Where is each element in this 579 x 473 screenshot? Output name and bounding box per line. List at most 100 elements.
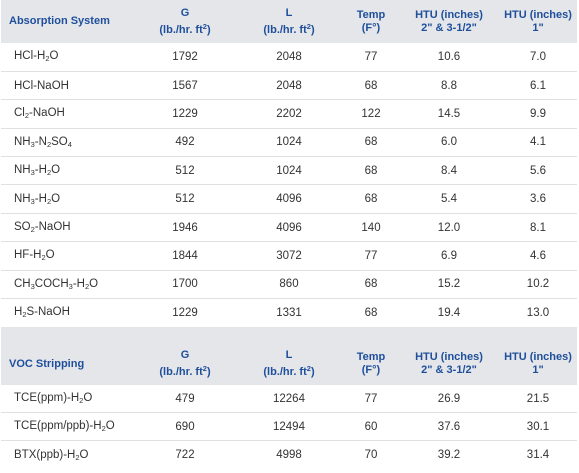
cell-system: TCE(ppm/ppb)-H2O bbox=[1, 412, 135, 442]
cell-l: 12494 bbox=[235, 412, 343, 442]
cell-htu1: 6.0 bbox=[399, 128, 499, 158]
cell-l: 2048 bbox=[235, 71, 343, 101]
table-row: NH3-H2O 512 4096 68 5.4 3.6 bbox=[1, 184, 577, 214]
cell-g: 512 bbox=[135, 156, 235, 186]
cell-system: BTX(ppb)-H2O bbox=[14, 448, 89, 462]
voc-stripping-table: VOC Stripping G (lb./hr. ft2) L (lb./hr. f… bbox=[1, 343, 577, 469]
cell-system: HF-H2O bbox=[1, 241, 135, 271]
cell-htu2: 30.1 bbox=[499, 412, 577, 442]
cell-temp: 122 bbox=[343, 99, 399, 129]
cell-system: TCE(ppm)-H2O bbox=[1, 384, 135, 414]
cell-l: 4998 bbox=[276, 449, 302, 462]
cell-g: 479 bbox=[135, 384, 235, 414]
cell-l: 1024 bbox=[235, 156, 343, 186]
table-row: HCl-NaOH 1567 2048 68 8.8 6.1 bbox=[1, 71, 577, 101]
cell-g: 690 bbox=[135, 412, 235, 442]
cell-g: 1700 bbox=[135, 270, 235, 300]
cell-system: NH3-H2O bbox=[1, 184, 135, 214]
header-g: G (lb./hr. ft2) bbox=[135, 343, 235, 385]
cell-htu1: 14.5 bbox=[399, 99, 499, 129]
cell-htu2: 10.2 bbox=[499, 270, 577, 300]
absorption-table: Absorption System G (lb./hr. ft2) L (lb./h… bbox=[1, 0, 577, 327]
cell-temp: 77 bbox=[343, 384, 399, 414]
cell-htu1: 8.4 bbox=[399, 156, 499, 186]
header-l: L (lb./hr. ft2) bbox=[235, 0, 343, 43]
absorption-header-row: Absorption System G (lb./hr. ft2) L (lb./h… bbox=[1, 0, 577, 43]
table-row: NH3-N2SO4 492 1024 68 6.0 4.1 bbox=[1, 128, 577, 158]
cell-htu2: 4.6 bbox=[499, 241, 577, 271]
cell-l: 1024 bbox=[235, 128, 343, 158]
cell-g: 1567 bbox=[135, 71, 235, 101]
header-system: Absorption System bbox=[1, 0, 135, 43]
cell-temp: 68 bbox=[343, 128, 399, 158]
table-row: BTX(ppb)-H2O 722 4998 70 39.2 31.4 bbox=[1, 441, 577, 469]
cell-g: 722 bbox=[175, 449, 195, 462]
cell-htu1: 37.6 bbox=[399, 412, 499, 442]
cell-htu1: 15.2 bbox=[399, 270, 499, 300]
cell-htu2: 3.6 bbox=[499, 184, 577, 214]
cell-htu1: 6.9 bbox=[399, 241, 499, 271]
cell-system: NH3-N2SO4 bbox=[1, 128, 135, 158]
cell-htu2: 21.5 bbox=[499, 384, 577, 414]
cell-system: HCl-H2O bbox=[1, 43, 135, 72]
absorption-table-body: HCl-H2O 1792 2048 77 10.6 7.0 HCl-NaOH 1567 2048… bbox=[1, 43, 577, 327]
cell-system: SO2-NaOH bbox=[1, 213, 135, 243]
cell-htu2: 5.6 bbox=[499, 156, 577, 186]
header-l: L (lb./hr. ft2) bbox=[235, 343, 343, 385]
cell-g: 492 bbox=[135, 128, 235, 158]
cell-htu1: 5.4 bbox=[399, 184, 499, 214]
cell-system: HCl-NaOH bbox=[1, 71, 135, 101]
table-row: CH3COCH3-H2O 1700 860 68 15.2 10.2 bbox=[1, 270, 577, 300]
cell-htu2: 4.1 bbox=[499, 128, 577, 158]
table-row: H2S-NaOH 1229 1331 68 19.4 13.0 bbox=[1, 299, 577, 327]
cell-l: 2048 bbox=[235, 43, 343, 72]
cell-htu2: 7.0 bbox=[499, 43, 577, 72]
cell-system: Cl2-NaOH bbox=[1, 99, 135, 129]
cell-system: CH3COCH3-H2O bbox=[1, 270, 135, 300]
cell-htu2: 6.1 bbox=[499, 71, 577, 101]
cell-l: 4096 bbox=[235, 184, 343, 214]
cell-l: 860 bbox=[235, 270, 343, 300]
header-htu-large: HTU (inches) 2" & 3-1/2" bbox=[399, 0, 499, 43]
cell-g: 1844 bbox=[135, 241, 235, 271]
cell-l: 12264 bbox=[235, 384, 343, 414]
cell-htu2: 8.1 bbox=[499, 213, 577, 243]
cell-htu2: 31.4 bbox=[526, 449, 550, 462]
cell-temp: 70 bbox=[364, 449, 378, 462]
cell-temp: 68 bbox=[343, 156, 399, 186]
cell-temp: 77 bbox=[343, 43, 399, 72]
table-row: NH3-H2O 512 1024 68 8.4 5.6 bbox=[1, 156, 577, 186]
table-row: HCl-H2O 1792 2048 77 10.6 7.0 bbox=[1, 43, 577, 72]
cell-system: NH3-H2O bbox=[1, 156, 135, 186]
cell-htu1: 39.2 bbox=[437, 449, 461, 462]
table-row: Cl2-NaOH 1229 2202 122 14.5 9.9 bbox=[1, 99, 577, 129]
cell-g: 1792 bbox=[135, 43, 235, 72]
cell-htu1: 19.4 bbox=[437, 306, 461, 319]
cell-l: 4096 bbox=[235, 213, 343, 243]
voc-table-body: TCE(ppm)-H2O 479 12264 77 26.9 21.5 TCE(ppm/pp… bbox=[1, 384, 577, 469]
cell-g: 1946 bbox=[135, 213, 235, 243]
voc-header-row: VOC Stripping G (lb./hr. ft2) L (lb./hr. f… bbox=[1, 343, 577, 385]
table-row: TCE(ppm/ppb)-H2O 690 12494 60 37.6 30.1 bbox=[1, 412, 577, 442]
table-row: TCE(ppm)-H2O 479 12264 77 26.9 21.5 bbox=[1, 384, 577, 414]
header-htu-small: HTU (inches) 1" bbox=[499, 0, 577, 43]
section-divider bbox=[1, 326, 577, 344]
header-g: G (lb./hr. ft2) bbox=[135, 0, 235, 43]
header-system: VOC Stripping bbox=[1, 343, 135, 385]
cell-temp: 77 bbox=[343, 241, 399, 271]
cell-l: 1331 bbox=[276, 306, 302, 319]
cell-htu2: 13.0 bbox=[526, 306, 550, 319]
cell-l: 2202 bbox=[235, 99, 343, 129]
header-temp: Temp (F°) bbox=[343, 0, 399, 43]
cell-temp: 68 bbox=[364, 306, 378, 319]
cell-temp: 68 bbox=[343, 270, 399, 300]
cell-htu2: 9.9 bbox=[499, 99, 577, 129]
cell-htu1: 26.9 bbox=[399, 384, 499, 414]
cell-system: H2S-NaOH bbox=[14, 306, 70, 320]
cell-htu1: 8.8 bbox=[399, 71, 499, 101]
header-htu-small: HTU (inches) 1" bbox=[499, 343, 577, 385]
cell-htu1: 12.0 bbox=[399, 213, 499, 243]
cell-htu1: 10.6 bbox=[399, 43, 499, 72]
cell-g: 1229 bbox=[172, 306, 198, 319]
cell-g: 1229 bbox=[135, 99, 235, 129]
